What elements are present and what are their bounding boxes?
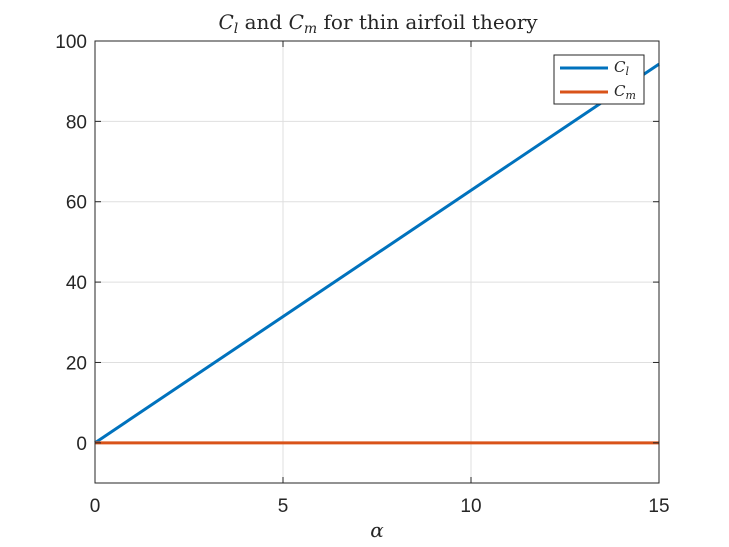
legend-entry-cl: Cl [614,58,629,78]
chart-title: Cl and Cm for thin airfoil theory [218,10,538,37]
title-moment-subscript: m [304,21,317,37]
title-rest: for thin airfoil theory [317,10,538,34]
series-layer [94,62,660,445]
x-tick-label: 15 [648,496,669,517]
legend-entry-subscript: m [625,89,635,102]
y-tick-label: 100 [55,32,87,53]
y-tick-label: 80 [66,112,87,133]
title-lift-symbol: C [218,10,233,34]
title-moment-symbol: C [289,10,304,34]
x-tick-label: 5 [278,496,289,517]
y-tick-label: 40 [66,273,87,294]
y-tick-label: 20 [66,353,87,374]
legend-entry-symbol: C [614,82,626,100]
grid [95,41,659,483]
x-tick-label: 0 [90,496,101,517]
y-tick-label: 0 [76,434,87,455]
legend-entry-cm: Cm [614,82,636,102]
title-joiner: and [238,10,288,34]
title-lift-subscript: l [234,21,238,37]
legend-entry-subscript: l [625,65,629,78]
legend-box [553,54,645,105]
plot-area-frame [94,40,660,484]
x-tick-label: 10 [460,496,481,517]
y-tick-label: 60 [66,193,87,214]
legend-entry-symbol: C [614,58,626,76]
axes-ticks: 0 5 10 15 0 20 40 60 80 100 [55,32,669,517]
series-line-cl [94,62,660,445]
x-axis-label: α [370,518,384,542]
